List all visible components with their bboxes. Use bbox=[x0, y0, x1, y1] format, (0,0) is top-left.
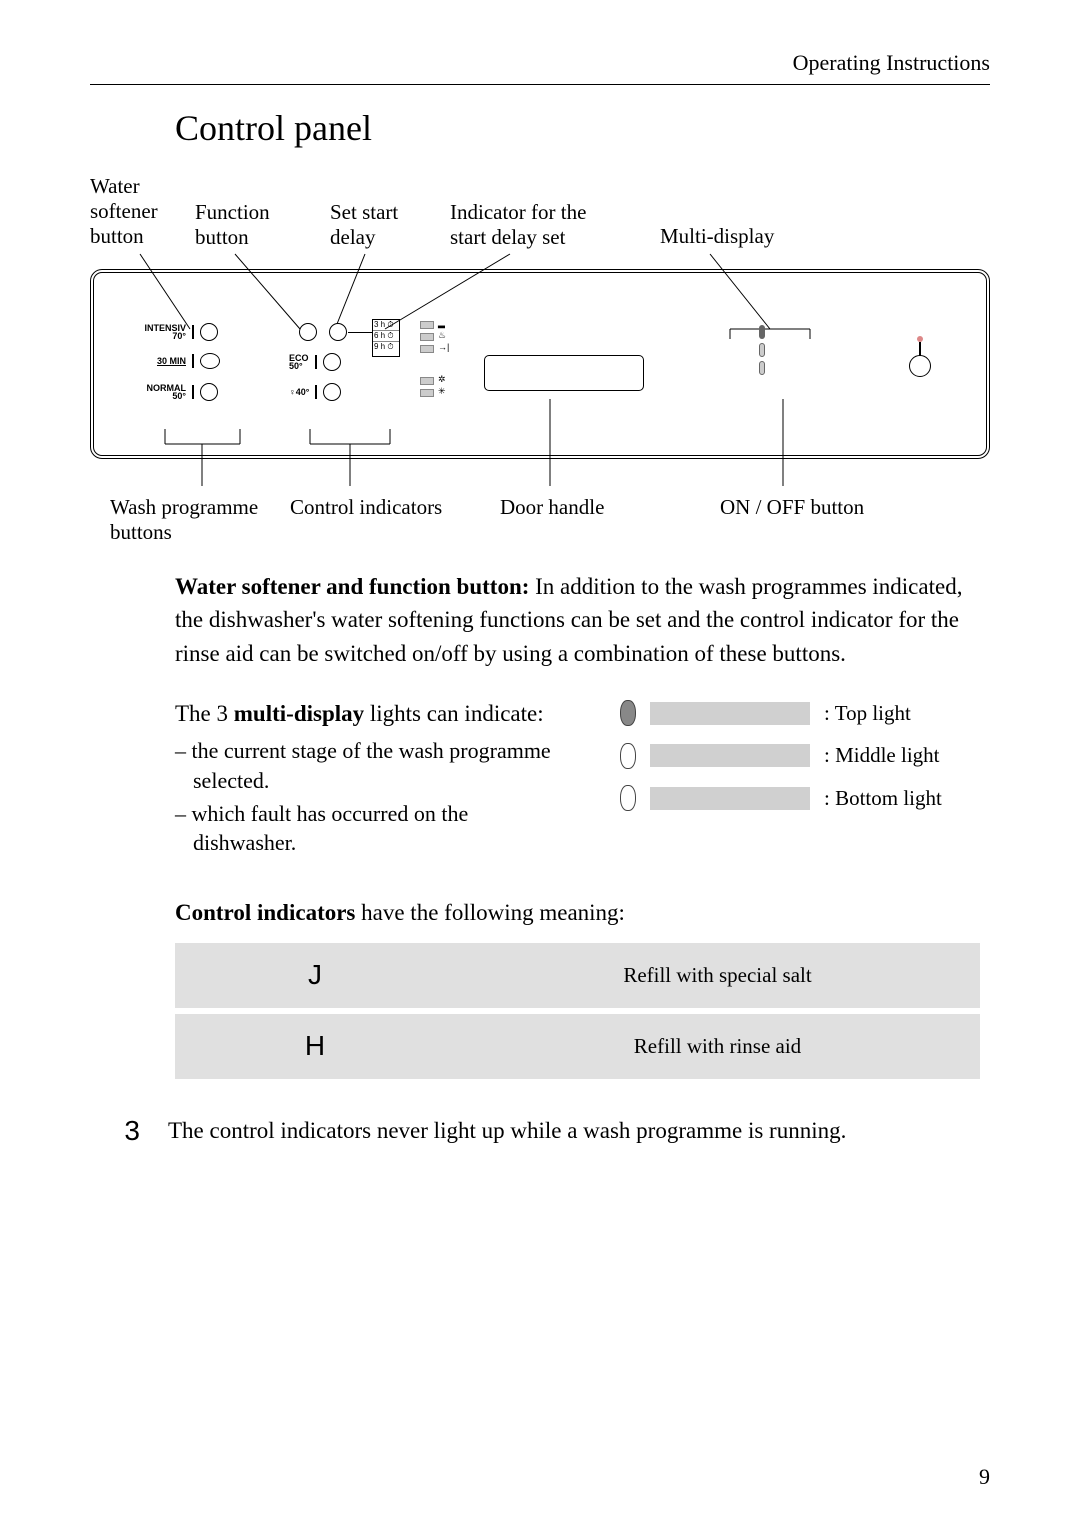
label-wash-programme: Wash programmebuttons bbox=[110, 495, 258, 545]
ci-meaning-0: Refill with special salt bbox=[455, 943, 980, 1011]
multi-light-top bbox=[759, 325, 765, 339]
label-control-indicators: Control indicators bbox=[290, 495, 442, 520]
label-multi-display: Multi-display bbox=[660, 224, 774, 249]
ci-heading-a: Control indicators bbox=[175, 900, 355, 925]
door-handle bbox=[484, 355, 644, 391]
prog-intensiv: INTENSIV70° bbox=[144, 323, 218, 341]
light-icon-top bbox=[620, 700, 636, 726]
label-on-off: ON / OFF button bbox=[720, 495, 864, 520]
light-label-top: : Top light bbox=[824, 698, 911, 728]
md-bullets: the current stage of the wash programme … bbox=[193, 736, 570, 858]
prog-30min: 30 MIN bbox=[144, 353, 220, 369]
on-off-button bbox=[909, 355, 931, 377]
label-indicator-delay: Indicator for thestart delay set bbox=[450, 200, 586, 250]
panel-frame: INTENSIV70° 30 MIN NORMAL50° bbox=[90, 269, 990, 459]
delay-option-box: 3 h ⏱6 h ⏱9 h ⏱ bbox=[372, 319, 400, 357]
light-label-middle: : Middle light bbox=[824, 740, 940, 770]
label-water-softener: Watersoftenerbutton bbox=[90, 174, 158, 250]
light-row-bottom: : Bottom light bbox=[620, 783, 980, 813]
ci-heading-b: have the following meaning: bbox=[355, 900, 625, 925]
label-door-handle: Door handle bbox=[500, 495, 604, 520]
bottom-callout-labels: Wash programmebuttons Control indicators… bbox=[90, 465, 990, 545]
multi-light-bot bbox=[759, 361, 765, 375]
body-text: Water softener and function button: In a… bbox=[175, 570, 980, 1085]
para-water-softener: Water softener and function button: In a… bbox=[175, 570, 980, 670]
header-section-label: Operating Instructions bbox=[90, 50, 990, 76]
page-title: Control panel bbox=[175, 107, 990, 149]
light-icon-middle bbox=[620, 743, 636, 769]
multi-display-lights-legend: : Top light : Middle light : Bottom ligh… bbox=[620, 698, 980, 861]
light-row-top: : Top light bbox=[620, 698, 980, 728]
table-row: J Refill with special salt bbox=[175, 943, 980, 1011]
note-row: 3 The control indicators never light up … bbox=[90, 1115, 990, 1147]
light-label-bottom: : Bottom light bbox=[824, 783, 942, 813]
md-bullet-0: the current stage of the wash programme … bbox=[193, 736, 570, 795]
table-row: H Refill with rinse aid bbox=[175, 1011, 980, 1082]
note-text: The control indicators never light up wh… bbox=[168, 1115, 990, 1147]
note-number: 3 bbox=[90, 1115, 140, 1147]
multi-display-section: The 3 multi-display lights can indicate:… bbox=[175, 698, 980, 861]
md-intro-b: multi-display bbox=[234, 701, 364, 726]
page-number: 9 bbox=[979, 1464, 990, 1490]
prog-normal: NORMAL50° bbox=[144, 383, 218, 401]
ci-meaning-1: Refill with rinse aid bbox=[455, 1011, 980, 1082]
func-40: ♀40° bbox=[289, 383, 341, 401]
label-function-button: Functionbutton bbox=[195, 200, 270, 250]
label-set-delay: Set startdelay bbox=[330, 200, 398, 250]
para1-lead: Water softener and function button: bbox=[175, 574, 529, 599]
ci-symbol-1: H bbox=[175, 1011, 455, 1082]
func-eco: ECO50° bbox=[289, 353, 341, 371]
light-icon-bottom bbox=[620, 785, 636, 811]
multi-light-mid bbox=[759, 343, 765, 357]
md-intro-c: lights can indicate: bbox=[364, 701, 543, 726]
grey-bar bbox=[650, 702, 810, 725]
md-intro-a: The 3 bbox=[175, 701, 234, 726]
func-btn-2 bbox=[329, 323, 347, 346]
grey-bar bbox=[650, 787, 810, 810]
page: Operating Instructions Control panel Wat… bbox=[0, 0, 1080, 1530]
control-indicators-heading: Control indicators have the following me… bbox=[175, 896, 980, 929]
control-indicators-table: J Refill with special salt H Refill with… bbox=[175, 943, 980, 1084]
grey-bar bbox=[650, 744, 810, 767]
header-rule bbox=[90, 84, 990, 85]
multi-display-text: The 3 multi-display lights can indicate:… bbox=[175, 698, 570, 861]
ci-symbol-0: J bbox=[175, 943, 455, 1011]
control-panel-diagram: Watersoftenerbutton Functionbutton Set s… bbox=[90, 174, 990, 545]
light-row-middle: : Middle light bbox=[620, 740, 980, 770]
func-btn-1 bbox=[299, 323, 317, 346]
md-bullet-1: which fault has occurred on the dishwash… bbox=[193, 799, 570, 858]
top-callout-labels: Watersoftenerbutton Functionbutton Set s… bbox=[90, 174, 990, 264]
